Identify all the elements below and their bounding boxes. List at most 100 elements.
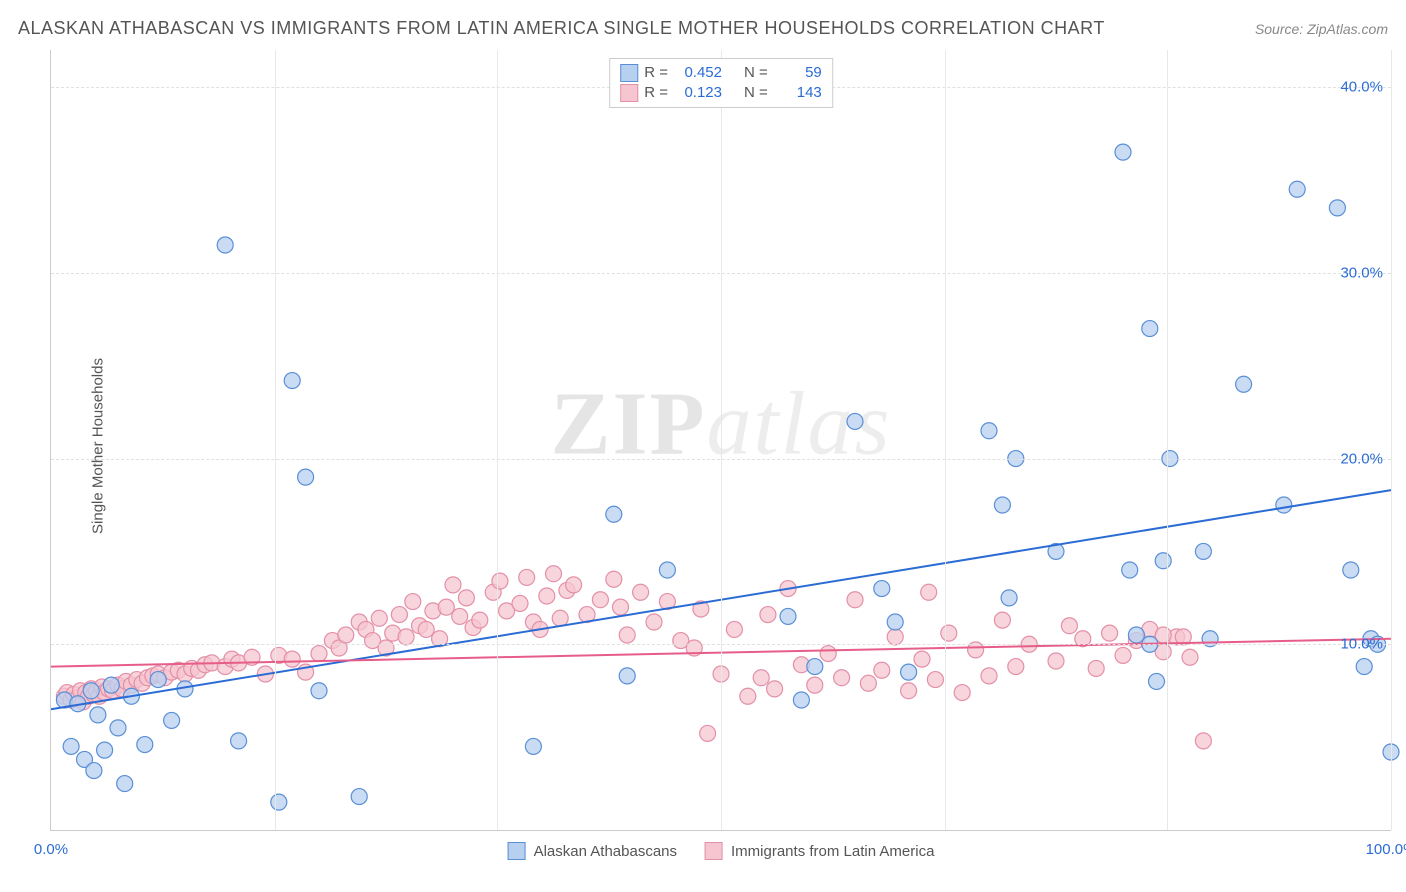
data-point-latinamerica bbox=[458, 590, 474, 606]
source-prefix: Source: bbox=[1255, 21, 1307, 37]
data-point-latinamerica bbox=[1008, 659, 1024, 675]
data-point-athabascan bbox=[217, 237, 233, 253]
r-value-athabascan: 0.452 bbox=[674, 63, 722, 83]
y-tick-label: 40.0% bbox=[1340, 79, 1383, 96]
data-point-athabascan bbox=[1128, 627, 1144, 643]
data-point-athabascan bbox=[619, 668, 635, 684]
data-point-athabascan bbox=[1289, 181, 1305, 197]
r-value-latinamerica: 0.123 bbox=[674, 83, 722, 103]
data-point-athabascan bbox=[1356, 659, 1372, 675]
r-label: R = bbox=[644, 63, 668, 83]
data-point-latinamerica bbox=[606, 571, 622, 587]
data-point-latinamerica bbox=[633, 584, 649, 600]
data-point-latinamerica bbox=[914, 651, 930, 667]
data-point-latinamerica bbox=[1115, 647, 1131, 663]
data-point-athabascan bbox=[150, 672, 166, 688]
data-point-athabascan bbox=[994, 497, 1010, 513]
n-label: N = bbox=[744, 83, 768, 103]
data-point-athabascan bbox=[874, 581, 890, 597]
data-point-latinamerica bbox=[492, 573, 508, 589]
data-point-latinamerica bbox=[921, 584, 937, 600]
gridline-v bbox=[497, 50, 498, 830]
source-name: ZipAtlas.com bbox=[1307, 21, 1388, 37]
stats-row-athabascan: R = 0.452 N = 59 bbox=[620, 63, 822, 83]
data-point-athabascan bbox=[271, 794, 287, 810]
data-point-athabascan bbox=[298, 469, 314, 485]
data-point-latinamerica bbox=[1195, 733, 1211, 749]
legend-item-latinamerica: Immigrants from Latin America bbox=[705, 842, 934, 860]
data-point-athabascan bbox=[284, 373, 300, 389]
data-point-latinamerica bbox=[338, 627, 354, 643]
data-point-latinamerica bbox=[807, 677, 823, 693]
data-point-athabascan bbox=[1122, 562, 1138, 578]
data-point-latinamerica bbox=[391, 607, 407, 623]
stats-legend: R = 0.452 N = 59 R = 0.123 N = 143 bbox=[609, 58, 833, 108]
data-point-athabascan bbox=[1142, 321, 1158, 337]
n-value-athabascan: 59 bbox=[774, 63, 822, 83]
stats-row-latinamerica: R = 0.123 N = 143 bbox=[620, 83, 822, 103]
data-point-latinamerica bbox=[619, 627, 635, 643]
data-point-athabascan bbox=[351, 789, 367, 805]
swatch-athabascan-icon bbox=[508, 842, 526, 860]
data-point-latinamerica bbox=[901, 683, 917, 699]
data-point-latinamerica bbox=[1088, 660, 1104, 676]
y-tick-label: 30.0% bbox=[1340, 264, 1383, 281]
data-point-latinamerica bbox=[1102, 625, 1118, 641]
data-point-athabascan bbox=[1329, 200, 1345, 216]
gridline-v bbox=[945, 50, 946, 830]
source-attribution: Source: ZipAtlas.com bbox=[1255, 21, 1388, 37]
data-point-latinamerica bbox=[1048, 653, 1064, 669]
data-point-athabascan bbox=[231, 733, 247, 749]
plot-area: ZIPatlas R = 0.452 N = 59 R = 0.123 N = … bbox=[50, 50, 1391, 831]
data-point-latinamerica bbox=[1061, 618, 1077, 634]
data-point-athabascan bbox=[1343, 562, 1359, 578]
data-point-latinamerica bbox=[519, 569, 535, 585]
data-point-athabascan bbox=[117, 776, 133, 792]
data-point-latinamerica bbox=[1182, 649, 1198, 665]
data-point-athabascan bbox=[63, 738, 79, 754]
gridline-v bbox=[1167, 50, 1168, 830]
data-point-athabascan bbox=[606, 506, 622, 522]
data-point-latinamerica bbox=[726, 621, 742, 637]
data-point-athabascan bbox=[1236, 376, 1252, 392]
data-point-latinamerica bbox=[452, 608, 468, 624]
y-tick-label: 10.0% bbox=[1340, 636, 1383, 653]
series-legend: Alaskan Athabascans Immigrants from Lati… bbox=[508, 842, 935, 860]
data-point-latinamerica bbox=[539, 588, 555, 604]
data-point-athabascan bbox=[103, 677, 119, 693]
data-point-latinamerica bbox=[1155, 627, 1171, 643]
data-point-latinamerica bbox=[546, 566, 562, 582]
data-point-latinamerica bbox=[405, 594, 421, 610]
chart-header: ALASKAN ATHABASCAN VS IMMIGRANTS FROM LA… bbox=[18, 18, 1388, 39]
data-point-latinamerica bbox=[472, 612, 488, 628]
data-point-latinamerica bbox=[834, 670, 850, 686]
data-point-latinamerica bbox=[820, 646, 836, 662]
data-point-latinamerica bbox=[981, 668, 997, 684]
data-point-latinamerica bbox=[613, 599, 629, 615]
gridline-v bbox=[721, 50, 722, 830]
chart-title: ALASKAN ATHABASCAN VS IMMIGRANTS FROM LA… bbox=[18, 18, 1105, 39]
data-point-athabascan bbox=[887, 614, 903, 630]
data-point-latinamerica bbox=[700, 725, 716, 741]
data-point-athabascan bbox=[164, 712, 180, 728]
data-point-latinamerica bbox=[941, 625, 957, 641]
data-point-latinamerica bbox=[512, 595, 528, 611]
n-label: N = bbox=[744, 63, 768, 83]
x-tick-label: 0.0% bbox=[34, 841, 68, 858]
swatch-latinamerica bbox=[620, 84, 638, 102]
data-point-athabascan bbox=[90, 707, 106, 723]
data-point-athabascan bbox=[793, 692, 809, 708]
data-point-athabascan bbox=[901, 664, 917, 680]
data-point-latinamerica bbox=[874, 662, 890, 678]
data-point-latinamerica bbox=[398, 629, 414, 645]
data-point-athabascan bbox=[137, 737, 153, 753]
data-point-athabascan bbox=[86, 763, 102, 779]
swatch-latinamerica-icon bbox=[705, 842, 723, 860]
data-point-latinamerica bbox=[927, 672, 943, 688]
data-point-latinamerica bbox=[552, 610, 568, 626]
x-tick-label: 100.0% bbox=[1366, 841, 1406, 858]
data-point-athabascan bbox=[1195, 543, 1211, 559]
data-point-athabascan bbox=[1149, 673, 1165, 689]
n-value-latinamerica: 143 bbox=[774, 83, 822, 103]
data-point-athabascan bbox=[83, 683, 99, 699]
